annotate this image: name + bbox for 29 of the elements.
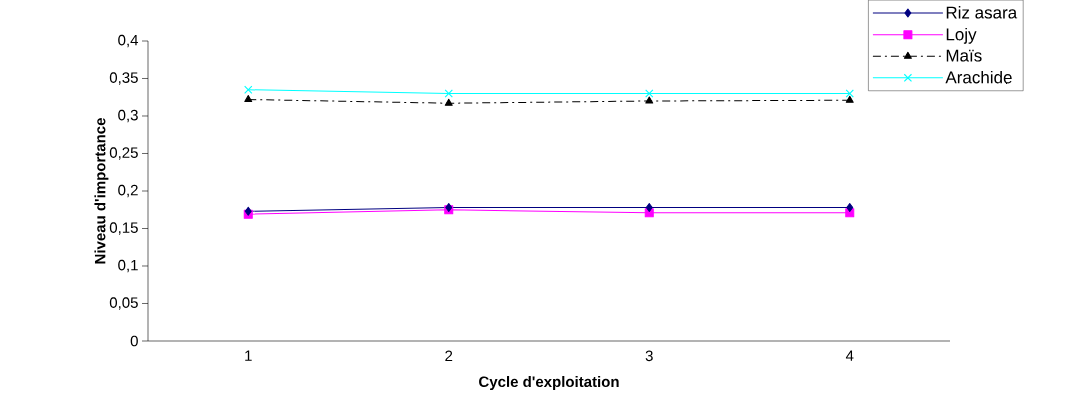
point	[845, 95, 854, 103]
point	[645, 96, 654, 104]
y-tick-label: 0,35	[109, 72, 138, 85]
x-tick-label: 2	[445, 350, 453, 362]
y-tick-label: 0,3	[118, 109, 138, 123]
point	[845, 89, 854, 98]
point	[846, 203, 854, 212]
legend-label: Lojy	[946, 27, 977, 44]
x-tick-label: 4	[845, 350, 854, 361]
x-axis-title: Cycle d'exploitation	[479, 376, 619, 390]
y-tick-label: 0	[130, 335, 138, 347]
y-tick-label: 0,2	[118, 184, 138, 198]
y-tick-label: 0,1	[118, 259, 138, 273]
point	[645, 203, 653, 212]
point	[244, 85, 253, 94]
legend-label: Maïs	[946, 49, 982, 62]
y-tick-label: 0,25	[109, 147, 138, 160]
legend-label: Riz asara	[946, 6, 1018, 19]
y-tick-label: 0,4	[118, 34, 139, 48]
x-tick-label: 1	[245, 350, 252, 361]
y-axis-title: Niveau d'importance	[94, 118, 109, 264]
point	[645, 89, 654, 98]
y-tick-label: 0,05	[109, 297, 138, 310]
point	[244, 95, 253, 102]
y-tick-label: 0,15	[109, 222, 138, 235]
point	[444, 89, 453, 98]
x-tick-label: 3	[645, 350, 653, 362]
point	[444, 98, 453, 106]
legend-label: Arachide	[945, 70, 1012, 84]
